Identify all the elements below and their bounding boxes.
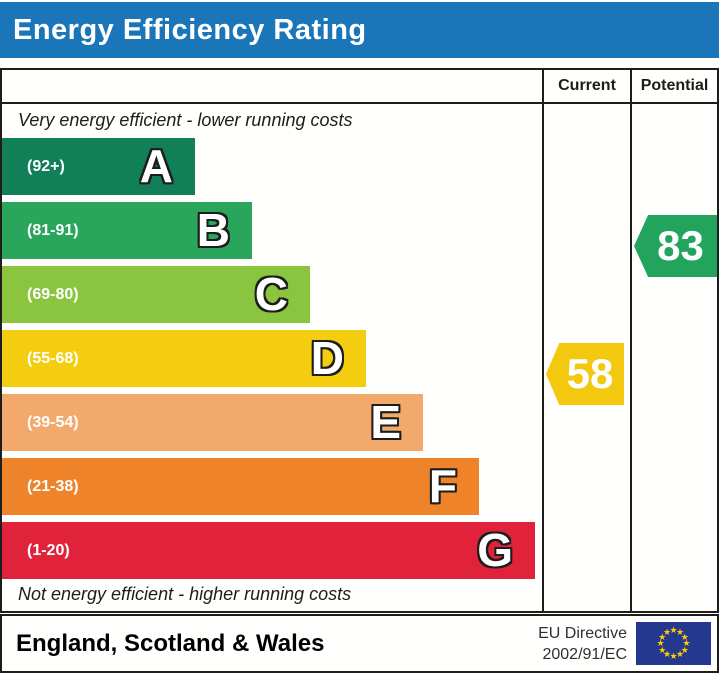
eu-flag-icon: ★ ★ ★ ★ ★ ★ ★ ★ ★ ★ ★ ★ — [636, 622, 711, 665]
page-title: Energy Efficiency Rating — [0, 2, 719, 58]
eu-flag-star: ★ — [680, 644, 689, 655]
eu-flag-star: ★ — [658, 631, 667, 642]
band-range-label: (55-68) — [27, 349, 79, 367]
band-d: (55-68) D — [2, 330, 366, 387]
band-letter: D — [310, 332, 344, 384]
page-title-text: Energy Efficiency Rating — [13, 13, 367, 46]
eu-flag-star: ★ — [669, 651, 678, 661]
band-letter: F — [428, 460, 457, 512]
eu-flag-star: ★ — [658, 644, 667, 655]
column-header-potential: Potential — [640, 77, 709, 94]
band-letter: B — [196, 204, 230, 256]
potential-rating-arrow: 83 — [634, 215, 717, 277]
eu-directive-line1: EU Directive — [538, 624, 627, 642]
band-letter: A — [139, 140, 173, 192]
current-rating-arrow: 58 — [546, 343, 624, 405]
potential-rating-value: 83 — [657, 222, 704, 269]
eu-flag-star: ★ — [656, 638, 665, 648]
eu-directive-label: EU Directive 2002/91/EC — [538, 623, 636, 665]
eu-flag-star: ★ — [682, 638, 691, 648]
eu-flag-star: ★ — [669, 625, 678, 635]
column-divider — [542, 70, 544, 611]
eu-flag-star: ★ — [680, 631, 689, 642]
eu-flag-star: ★ — [662, 626, 672, 637]
band-range-label: (92+) — [27, 157, 65, 175]
band-c: (69-80) C — [2, 266, 310, 323]
column-header-current: Current — [558, 77, 616, 94]
band-range-label: (69-80) — [27, 285, 79, 303]
eu-flag-star: ★ — [662, 649, 672, 660]
band-range-label: (81-91) — [27, 221, 79, 239]
region-label: England, Scotland & Wales — [16, 629, 325, 657]
eu-flag-star: ★ — [675, 626, 685, 637]
bottom-note: Not energy efficient - higher running co… — [18, 584, 352, 604]
header-divider — [2, 102, 717, 104]
column-divider — [630, 70, 632, 611]
band-letter: C — [254, 268, 288, 320]
band-g: (1-20) G — [2, 522, 535, 579]
eu-flag-star: ★ — [675, 649, 685, 660]
band-range-label: (1-20) — [27, 541, 70, 559]
band-range-label: (39-54) — [27, 413, 79, 431]
band-e: (39-54) E — [2, 394, 423, 451]
top-note: Very energy efficient - lower running co… — [18, 110, 353, 130]
band-letter: G — [477, 524, 513, 576]
band-a: (92+) A — [2, 138, 195, 195]
current-rating-value: 58 — [566, 350, 614, 397]
band-f: (21-38) F — [2, 458, 479, 515]
footer: England, Scotland & Wales EU Directive 2… — [0, 614, 719, 673]
energy-rating-chart: Current Potential Very energy efficient … — [0, 68, 719, 613]
band-b: (81-91) B — [2, 202, 252, 259]
eu-directive-line2: 2002/91/EC — [542, 645, 627, 663]
band-letter: E — [370, 396, 401, 448]
band-range-label: (21-38) — [27, 477, 79, 495]
